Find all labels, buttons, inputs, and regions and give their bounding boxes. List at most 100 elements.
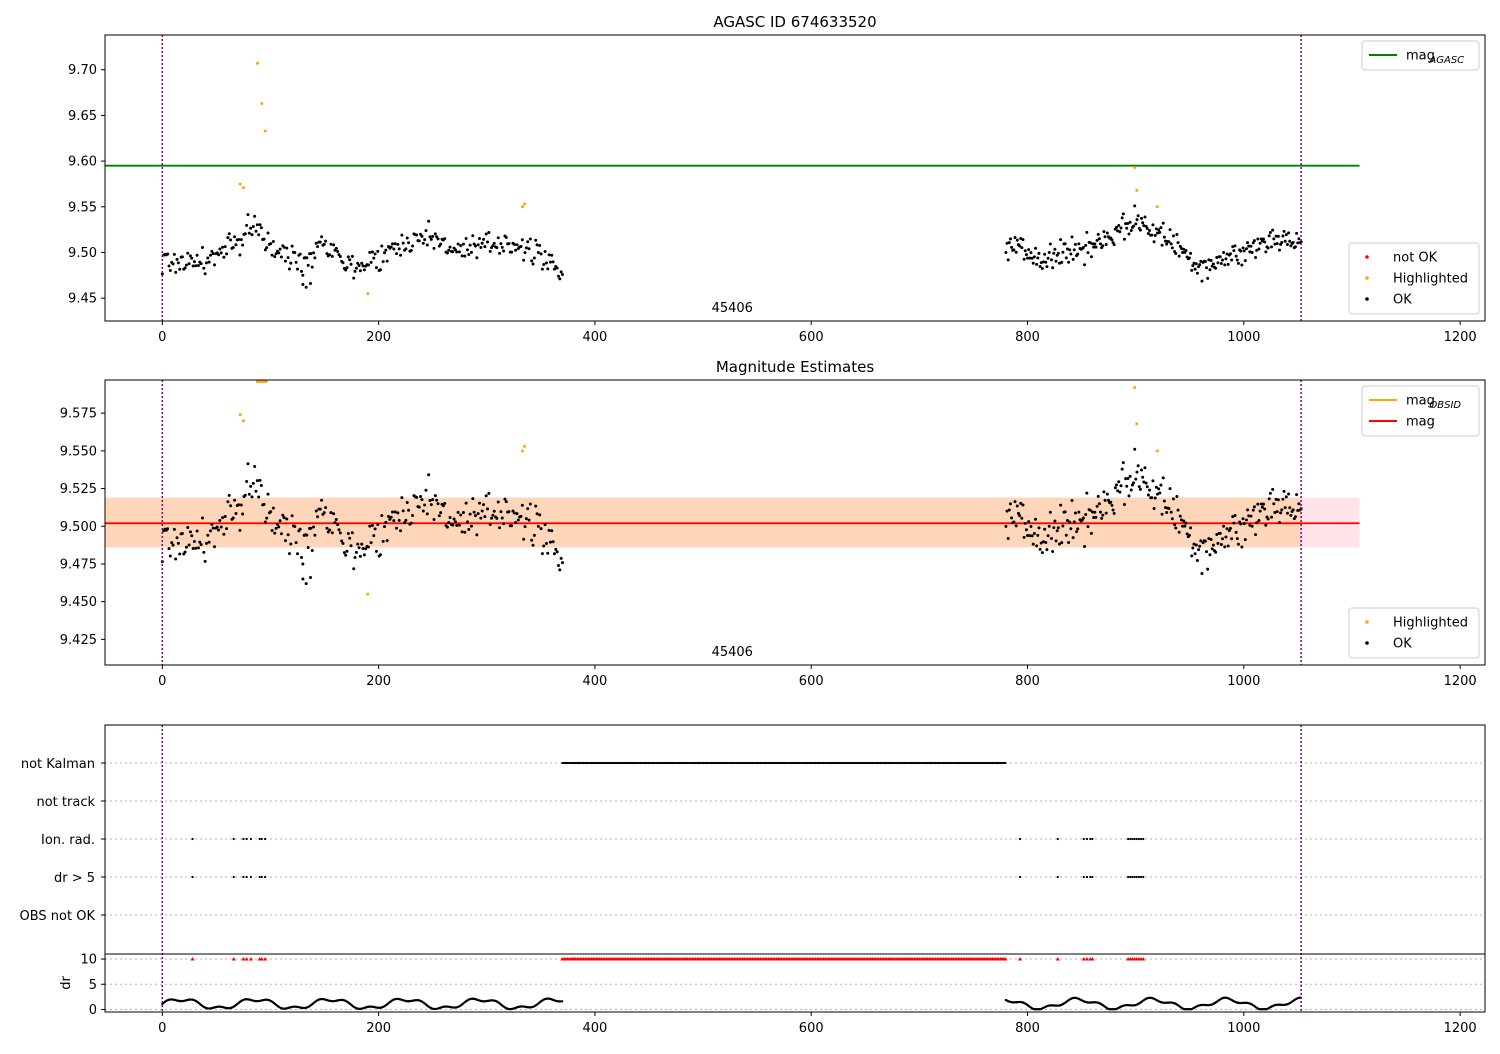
flag-point (825, 761, 829, 765)
flag-point (741, 761, 744, 765)
point-ok (208, 253, 212, 257)
point-ok (376, 249, 380, 253)
point-ok (1282, 229, 1286, 233)
point-ok (376, 522, 380, 526)
flag-point (851, 761, 854, 765)
flag-point (623, 761, 626, 765)
point-ok (312, 525, 316, 529)
flag-point (629, 761, 632, 765)
flag-point (1131, 837, 1134, 841)
point-ok (400, 496, 404, 500)
point-ok (483, 245, 487, 249)
point-ok (1242, 249, 1246, 253)
point-ok (1143, 466, 1147, 470)
flag-point (567, 761, 571, 765)
point-ok (184, 263, 188, 267)
point-ok (246, 462, 250, 466)
point-ok (556, 563, 560, 567)
point-ok (1275, 510, 1279, 514)
point-ok (1122, 503, 1126, 507)
flag-point (835, 761, 838, 765)
point-ok (491, 513, 495, 517)
point-highlighted (238, 413, 242, 417)
point-ok (1112, 243, 1116, 247)
point-ok (1267, 234, 1271, 238)
point-ok (227, 493, 231, 497)
point-ok (1008, 237, 1012, 241)
point-ok (330, 254, 334, 258)
point-highlighted (1135, 188, 1139, 192)
point-ok (461, 510, 465, 514)
point-ok (1093, 242, 1097, 246)
point-ok (460, 530, 464, 534)
point-ok (1104, 511, 1108, 515)
point-ok (171, 262, 175, 266)
flag-point (773, 761, 777, 765)
flag-point (965, 761, 968, 765)
point-ok (342, 551, 346, 555)
point-ok (352, 276, 356, 280)
dr-clipped-marker (249, 957, 254, 961)
x-tick-label: 1000 (1227, 1021, 1260, 1036)
flag-point (908, 761, 911, 765)
point-ok (1223, 263, 1227, 267)
flag-point (752, 761, 756, 765)
flag-point (717, 761, 720, 765)
point-ok (1256, 237, 1260, 241)
flag-point (759, 761, 762, 765)
flag-point (739, 761, 743, 765)
point-ok (231, 245, 235, 249)
flag-point (817, 761, 820, 765)
point-ok (241, 243, 245, 247)
point-ok (560, 561, 564, 565)
point-ok (543, 523, 547, 527)
point-ok (1277, 248, 1281, 252)
flag-point (999, 761, 1002, 765)
point-highlighted (1133, 165, 1137, 169)
flag-point (647, 761, 650, 765)
point-ok (1228, 526, 1232, 530)
point-ok (488, 523, 492, 527)
axes-frame (104, 379, 1486, 666)
flag-point (1137, 875, 1141, 879)
flag-point (601, 761, 605, 765)
point-ok (270, 529, 274, 533)
point-ok (1059, 238, 1063, 242)
point-ok (411, 244, 415, 248)
point-ok (540, 267, 544, 271)
x-tick-label: 600 (799, 674, 824, 689)
point-ok (1085, 491, 1089, 495)
point-ok (1210, 547, 1214, 551)
dr-clipped-marker (1141, 957, 1146, 961)
point-ok (273, 531, 277, 535)
point-ok (243, 493, 247, 497)
point-ok (407, 508, 411, 512)
flag-point (648, 761, 652, 765)
point-ok (1067, 260, 1071, 264)
flag-point (634, 761, 637, 765)
point-ok (266, 231, 270, 235)
flag-point (572, 761, 575, 765)
point-ok (372, 534, 376, 538)
point-ok (538, 513, 542, 517)
flag-point (694, 761, 697, 765)
point-ok (1200, 572, 1204, 576)
point-ok (301, 273, 305, 277)
point-ok (1094, 245, 1098, 249)
y-tick-label: 10 (80, 953, 97, 968)
flag-point (632, 761, 635, 765)
flag-point (915, 761, 918, 765)
point-ok (213, 263, 217, 267)
point-ok (336, 523, 340, 527)
point-ok (1125, 226, 1129, 230)
point-ok (417, 239, 421, 243)
point-ok (1006, 258, 1010, 262)
x-tick-label: 800 (1015, 330, 1040, 345)
point-ok (385, 539, 389, 543)
flag-point (642, 761, 645, 765)
point-ok (480, 241, 484, 245)
flag-point (877, 761, 880, 765)
point-ok (1263, 507, 1267, 511)
flag-point (658, 761, 661, 765)
flag-point (799, 761, 803, 765)
